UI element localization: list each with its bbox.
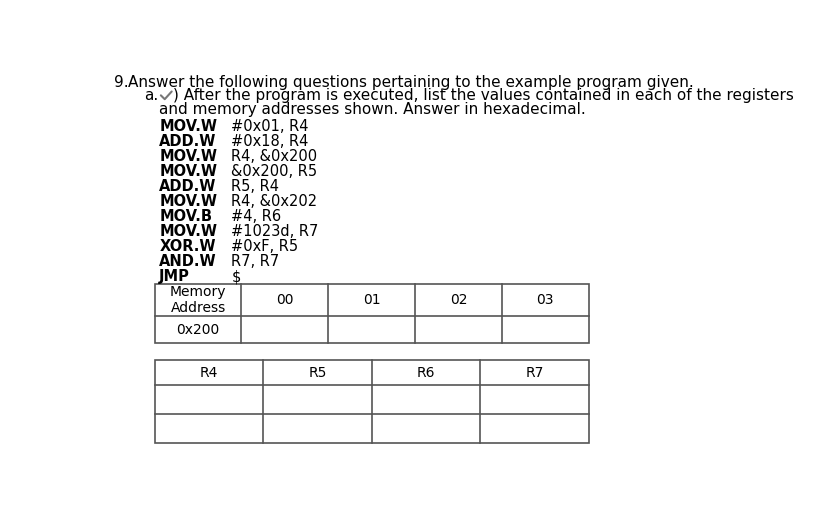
Bar [155,360,588,444]
Text: ADD.W: ADD.W [159,179,217,194]
Text: R5: R5 [308,365,326,380]
Text: 02: 02 [449,293,466,307]
Text: #0x01, R4: #0x01, R4 [231,119,308,134]
Text: #0xF, R5: #0xF, R5 [231,239,299,254]
Text: R7, R7: R7, R7 [231,254,280,269]
Text: and memory addresses shown. Answer in hexadecimal.: and memory addresses shown. Answer in he… [158,102,585,117]
Text: 00: 00 [275,293,294,307]
Text: &0x200, R5: &0x200, R5 [231,164,317,179]
Text: AND.W: AND.W [159,254,217,269]
Text: 0x200: 0x200 [176,323,219,337]
Text: a.: a. [144,88,158,103]
Text: $: $ [231,269,241,285]
Text: XOR.W: XOR.W [159,239,216,254]
Text: R6: R6 [416,365,435,380]
Text: R4: R4 [199,365,218,380]
Text: #4, R6: #4, R6 [231,209,281,224]
Bar [155,284,588,343]
Text: 03: 03 [536,293,553,307]
Text: MOV.W: MOV.W [159,224,217,239]
Text: MOV.W: MOV.W [159,164,217,179]
Text: R5, R4: R5, R4 [231,179,279,194]
Text: Memory
Address: Memory Address [170,285,226,315]
Text: R7: R7 [524,365,543,380]
Text: #1023d, R7: #1023d, R7 [231,224,318,239]
Text: ) After the program is executed, list the values contained in each of the regist: ) After the program is executed, list th… [173,88,793,103]
Text: 01: 01 [362,293,380,307]
Text: JMP: JMP [159,269,190,285]
Text: 9.: 9. [114,75,129,90]
Text: Answer the following questions pertaining to the example program given.: Answer the following questions pertainin… [128,75,693,90]
Text: MOV.W: MOV.W [159,194,217,209]
Text: R4, &0x202: R4, &0x202 [231,194,317,209]
Text: R4, &0x200: R4, &0x200 [231,149,317,164]
Text: MOV.B: MOV.B [159,209,212,224]
Text: ADD.W: ADD.W [159,134,217,149]
Text: MOV.W: MOV.W [159,149,217,164]
Text: #0x18, R4: #0x18, R4 [231,134,308,149]
Text: MOV.W: MOV.W [159,119,217,134]
